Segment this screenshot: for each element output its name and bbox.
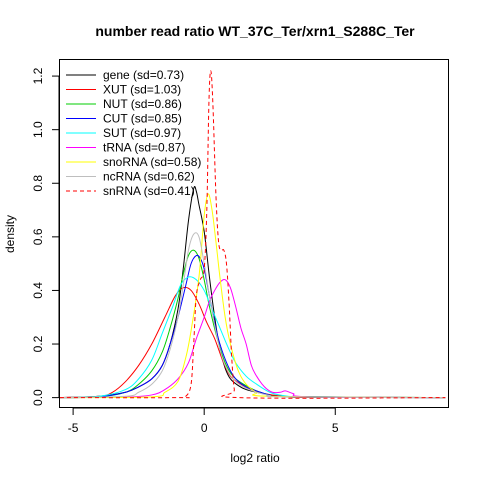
- series-line: [59, 276, 446, 399]
- x-axis-label: log2 ratio: [230, 451, 280, 465]
- series-line: [59, 193, 446, 399]
- y-tick-label: 0.6: [31, 228, 45, 245]
- series-line: [59, 70, 446, 399]
- y-axis: 0.0 0.2 0.4 0.6 0.8 1.0 1.2: [31, 67, 60, 406]
- y-axis-label: density: [3, 215, 17, 253]
- legend-label: snRNA (sd=0.41): [103, 184, 195, 198]
- series-layer: [59, 70, 446, 399]
- y-tick-label: 1.0: [31, 121, 45, 138]
- series-line: [59, 249, 446, 399]
- legend-label: SUT (sd=0.97): [103, 126, 181, 140]
- series-line: [59, 186, 446, 399]
- y-tick-label: 0.4: [31, 282, 45, 299]
- legend-label: XUT (sd=1.03): [103, 83, 181, 97]
- y-tick-label: 0.8: [31, 175, 45, 192]
- x-tick-label: -5: [68, 421, 79, 435]
- x-tick-label: 0: [201, 421, 208, 435]
- legend: gene (sd=0.73)XUT (sd=1.03)NUT (sd=0.86)…: [66, 68, 201, 198]
- chart-title: number read ratio WT_37C_Ter/xrn1_S288C_…: [95, 23, 415, 39]
- series-line: [59, 232, 446, 399]
- legend-label: tRNA (sd=0.87): [103, 141, 185, 155]
- series-line: [59, 279, 446, 399]
- series-line: [59, 254, 446, 399]
- y-tick-label: 1.2: [31, 67, 45, 84]
- legend-label: NUT (sd=0.86): [103, 97, 182, 111]
- legend-label: gene (sd=0.73): [103, 68, 184, 82]
- x-tick-label: 5: [332, 421, 339, 435]
- y-tick-label: 0.2: [31, 335, 45, 352]
- legend-label: ncRNA (sd=0.62): [103, 170, 195, 184]
- legend-label: CUT (sd=0.85): [103, 112, 182, 126]
- x-axis: -5 0 5: [68, 407, 339, 435]
- y-tick-label: 0.0: [31, 389, 45, 406]
- legend-label: snoRNA (sd=0.58): [103, 155, 201, 169]
